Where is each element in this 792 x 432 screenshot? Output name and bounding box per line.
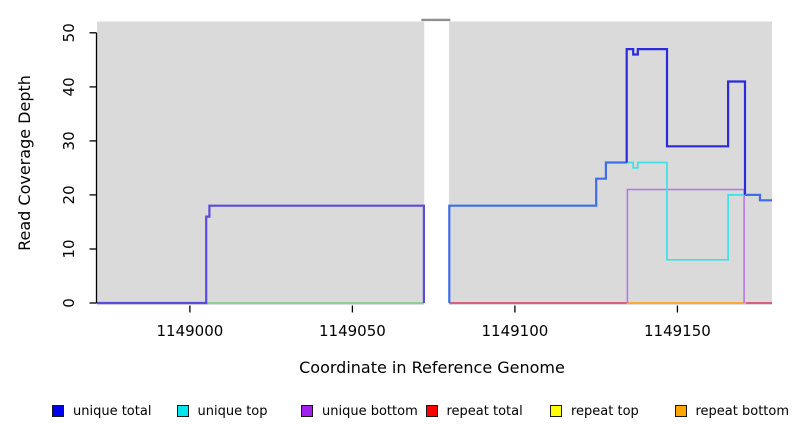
legend-item-repeat-top: repeat top bbox=[550, 401, 639, 421]
legend-item-unique-total: unique total bbox=[52, 401, 151, 421]
series-unique-top bbox=[626, 161, 746, 261]
x-tick-label-1149100: 1149100 bbox=[481, 322, 548, 340]
legend-swatch-repeat-total bbox=[425, 405, 438, 417]
y-axis-title: Read Coverage Depth bbox=[15, 75, 34, 251]
y-axis-ticks bbox=[89, 32, 97, 304]
y-tick-label-10: 10 bbox=[60, 239, 78, 258]
legend-label-repeat-total: repeat total bbox=[446, 403, 523, 419]
legend-label-unique-total: unique total bbox=[73, 403, 152, 419]
legend-label-repeat-bottom: repeat bottom bbox=[695, 403, 790, 419]
legend-item-repeat-bottom: repeat bottom bbox=[674, 401, 790, 421]
y-tick-label-20: 20 bbox=[60, 185, 78, 204]
series-unique-total-left-overlap-bottom bbox=[97, 204, 425, 305]
axes: 0 10 20 30 40 50 1149000 1149050 1149100 1149150 bbox=[60, 23, 711, 340]
x-tick-label-1149000: 1149000 bbox=[156, 322, 223, 340]
legend: unique total unique top unique bottom repea… bbox=[0, 401, 792, 425]
legend-label-unique-bottom: unique bottom bbox=[322, 403, 418, 419]
x-tick-label-1149150: 1149150 bbox=[644, 322, 711, 340]
x-axis-ticks bbox=[189, 305, 679, 313]
series-unique-bottom bbox=[626, 188, 745, 303]
x-axis-tick-labels: 1149000 1149050 1149100 1149150 bbox=[156, 322, 710, 340]
series-unique-total-mid-overlap-top bbox=[448, 161, 627, 303]
legend-swatch-unique-total bbox=[52, 405, 64, 417]
series-lines bbox=[97, 18, 772, 305]
legend-swatch-repeat-bottom bbox=[674, 405, 687, 417]
series-unique-total-right-overlap-top bbox=[745, 193, 772, 202]
legend-label-repeat-top: repeat top bbox=[571, 403, 639, 419]
legend-label-unique-top: unique top bbox=[197, 403, 268, 419]
y-tick-label-50: 50 bbox=[60, 23, 78, 42]
legend-swatch-repeat-top bbox=[550, 405, 562, 417]
series-unique-total-peak bbox=[625, 48, 747, 195]
y-tick-label-30: 30 bbox=[60, 131, 78, 150]
legend-swatch-unique-top bbox=[176, 405, 189, 417]
y-tick-label-40: 40 bbox=[60, 77, 78, 96]
legend-item-unique-top: unique top bbox=[176, 401, 268, 421]
legend-swatch-unique-bottom bbox=[301, 405, 313, 417]
legend-item-repeat-total: repeat total bbox=[425, 401, 523, 421]
y-tick-label-0: 0 bbox=[60, 298, 78, 308]
coverage-gap-band bbox=[424, 21, 449, 305]
legend-item-unique-bottom: unique bottom bbox=[301, 401, 418, 421]
x-axis-title: Coordinate in Reference Genome bbox=[299, 358, 565, 377]
x-tick-label-1149050: 1149050 bbox=[319, 322, 386, 340]
y-axis-tick-labels: 0 10 20 30 40 50 bbox=[60, 23, 78, 308]
